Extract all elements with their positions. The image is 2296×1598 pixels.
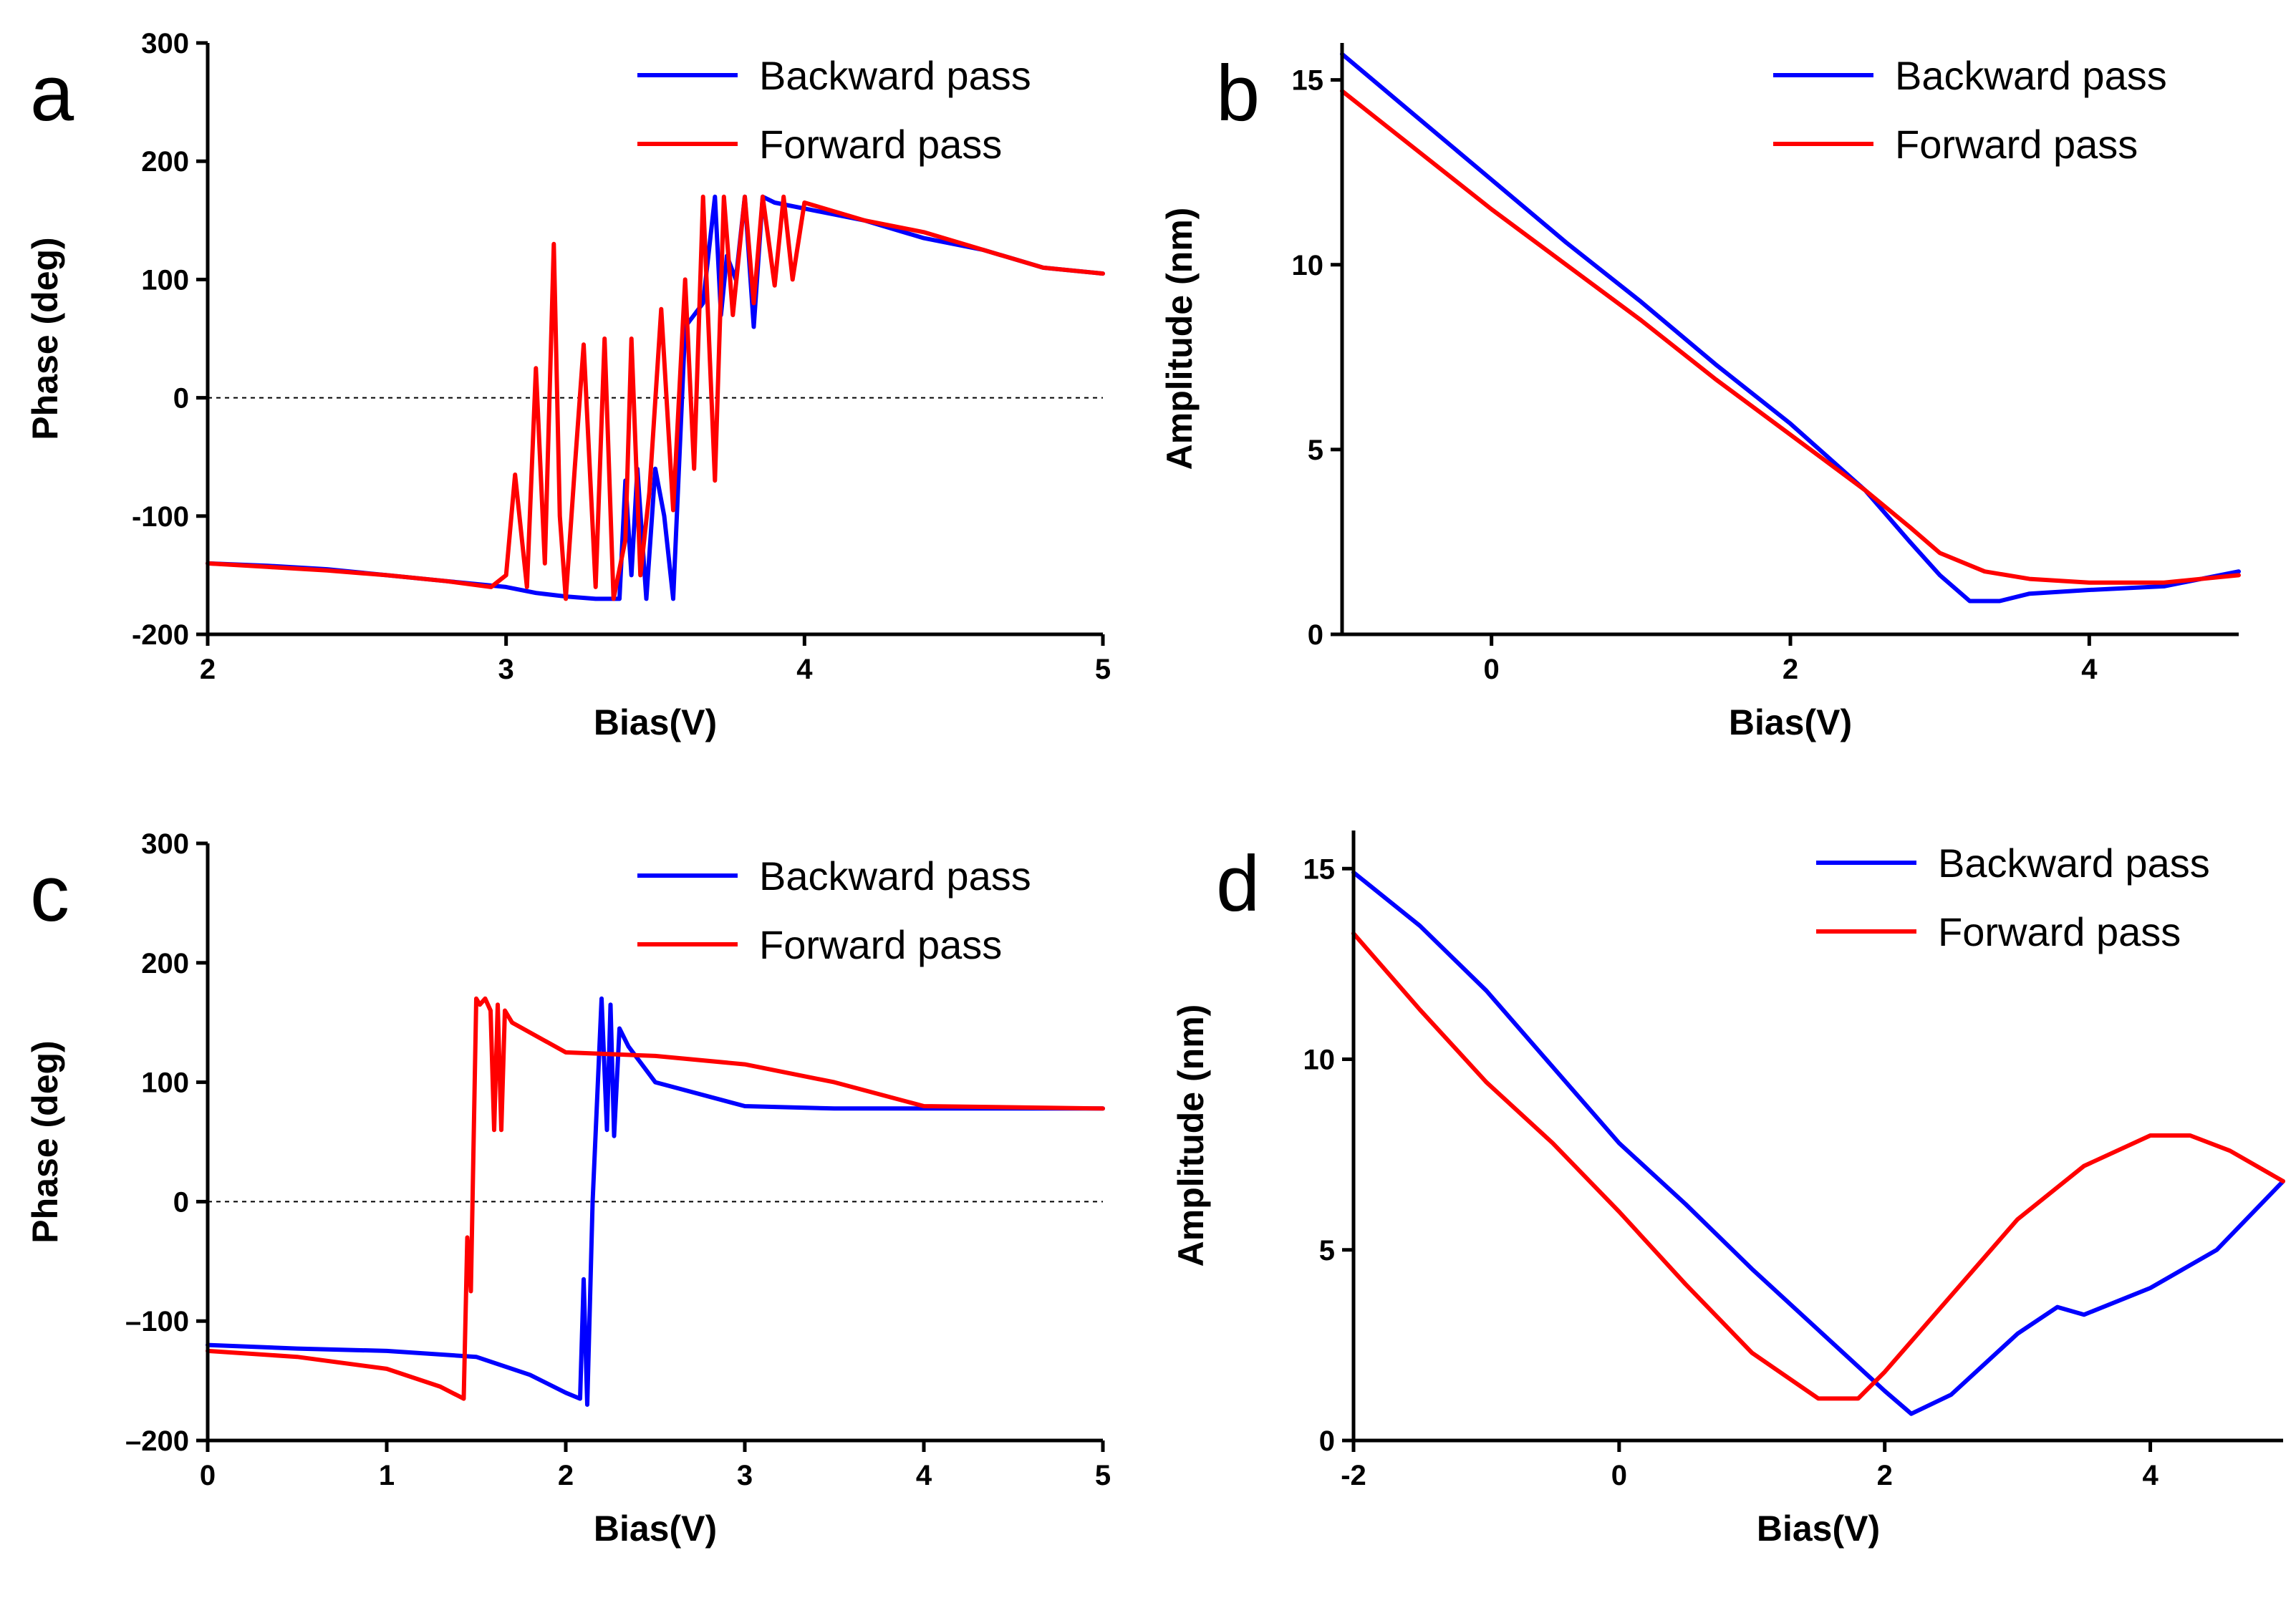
series-line-forward-pass — [206, 194, 1105, 601]
series-line-backward-pass — [1351, 870, 2285, 1416]
x-axis-label: Bias(V) — [1729, 702, 1852, 742]
x-tick-label: 2 — [1783, 654, 1798, 685]
series-line-forward-pass — [1351, 931, 2285, 1401]
y-tick-label: –100 — [125, 1306, 189, 1337]
x-tick-label: 2 — [1877, 1460, 1893, 1491]
x-tick-label: 1 — [379, 1460, 395, 1491]
legend-label: Forward pass — [1895, 122, 2138, 167]
y-tick-label: 15 — [1303, 853, 1336, 885]
legend-label: Backward pass — [759, 853, 1031, 899]
panel-letter: b — [1216, 49, 1260, 137]
x-tick-label: 0 — [200, 1460, 216, 1491]
y-tick-label: 100 — [141, 264, 189, 296]
y-tick-label: -200 — [132, 619, 189, 651]
y-axis-label: Amplitude (nm) — [1159, 208, 1200, 470]
x-axis-label: Bias(V) — [594, 1509, 717, 1549]
panel-letter: c — [30, 850, 69, 938]
x-axis-label: Bias(V) — [1757, 1509, 1880, 1549]
y-tick-label: 15 — [1292, 65, 1324, 97]
y-tick-label: 10 — [1303, 1045, 1336, 1076]
x-tick-label: 3 — [737, 1460, 753, 1491]
series-line-backward-pass — [206, 194, 1105, 601]
legend: Backward pass Forward pass — [1773, 53, 2167, 167]
y-tick-label: 0 — [1308, 619, 1323, 651]
legend: Backward pass Forward pass — [637, 853, 1031, 967]
panel-letter: d — [1216, 840, 1260, 928]
y-tick-label: –200 — [125, 1425, 189, 1457]
y-tick-label: 5 — [1319, 1235, 1335, 1267]
x-tick-label: 4 — [916, 1460, 932, 1491]
y-tick-label: 5 — [1308, 435, 1323, 466]
x-tick-label: -2 — [1341, 1460, 1366, 1491]
legend-label: Backward pass — [1938, 841, 2210, 886]
x-tick-label: 4 — [796, 654, 813, 685]
x-tick-label: 2 — [200, 654, 216, 685]
legend-label: Forward pass — [759, 922, 1002, 967]
legend-label: Forward pass — [1938, 909, 2181, 954]
y-axis-label: Phase (deg) — [25, 237, 65, 440]
y-tick-label: 300 — [141, 28, 189, 59]
legend: Backward pass Forward pass — [637, 53, 1031, 167]
y-tick-label: 200 — [141, 948, 189, 979]
y-axis-label: Phase (deg) — [25, 1040, 65, 1243]
x-axis-label: Bias(V) — [594, 702, 717, 742]
x-tick-label: 0 — [1484, 654, 1500, 685]
x-tick-label: 0 — [1611, 1460, 1627, 1491]
series-line-backward-pass — [206, 996, 1105, 1407]
legend: Backward pass Forward pass — [1816, 841, 2210, 954]
x-tick-label: 5 — [1095, 654, 1111, 685]
series-line-forward-pass — [206, 996, 1105, 1401]
x-tick-label: 2 — [558, 1460, 574, 1491]
chart-panel-c: c 0 1 2 3 4 5 –200 –100 0 100 200 300 Bias(V) Phase (d… — [25, 828, 1111, 1549]
x-tick-label: 3 — [498, 654, 514, 685]
chart-panel-b: b 0 2 4 0 5 10 15 Bias(V) Amplitude (nm) Backward … — [1159, 43, 2241, 742]
y-tick-label: -100 — [132, 501, 189, 533]
chart-panel-a: a 2 3 4 5 -200 -100 0 100 200 300 Bias(V) Phase (deg… — [25, 28, 1111, 742]
y-axis-label: Amplitude (nm) — [1171, 1004, 1211, 1267]
y-tick-label: 300 — [141, 828, 189, 860]
x-tick-label: 5 — [1095, 1460, 1111, 1491]
panel-letter: a — [30, 49, 74, 137]
legend-label: Forward pass — [759, 122, 1002, 167]
y-tick-label: 10 — [1292, 250, 1324, 281]
y-tick-label: 0 — [173, 383, 189, 415]
y-tick-label: 0 — [1319, 1425, 1335, 1457]
legend-label: Backward pass — [1895, 53, 2167, 98]
legend-label: Backward pass — [759, 53, 1031, 98]
series-line-forward-pass — [1340, 89, 2241, 585]
y-tick-label: 200 — [141, 146, 189, 178]
series-line-backward-pass — [1340, 52, 2241, 604]
x-tick-label: 4 — [2081, 654, 2098, 685]
y-tick-label: 100 — [141, 1067, 189, 1099]
y-tick-label: 0 — [173, 1186, 189, 1218]
x-tick-label: 4 — [2142, 1460, 2158, 1491]
